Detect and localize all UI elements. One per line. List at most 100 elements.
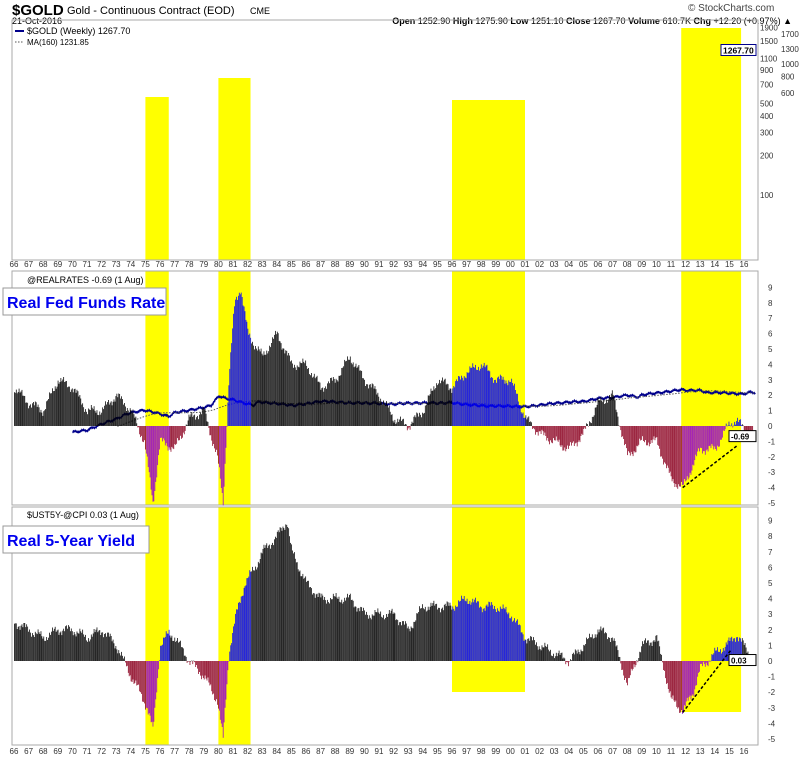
rate-bar — [703, 426, 705, 452]
rate-bar — [431, 605, 433, 661]
x-tick-label: 79 — [199, 260, 208, 269]
rate-bar — [722, 648, 724, 661]
rate-bar — [109, 402, 111, 426]
rate-bar — [19, 392, 21, 426]
rate-bar — [159, 426, 160, 450]
rate-bar — [585, 644, 587, 661]
rate-bar — [444, 378, 446, 426]
rate-bar — [489, 602, 491, 661]
rate-bar — [281, 349, 283, 426]
rate-bar — [641, 646, 643, 661]
rate-bar — [744, 643, 746, 661]
rate-bar — [399, 419, 401, 426]
rate-bar — [71, 631, 73, 661]
rate-bar — [446, 383, 448, 426]
rate-bar — [635, 661, 637, 666]
rate-bar — [187, 420, 189, 426]
rate-bar — [396, 422, 398, 426]
rate-bar — [93, 406, 95, 426]
rate-bar — [694, 426, 696, 461]
rate-bar — [274, 334, 275, 426]
rate-bar — [372, 615, 374, 661]
rate-bar — [36, 406, 38, 426]
x-tick-label: 66 — [10, 260, 19, 269]
rate-bar — [559, 654, 561, 661]
rate-bar — [699, 426, 700, 452]
rate-bar — [304, 577, 306, 661]
rate-bar — [563, 426, 565, 451]
volume-value: 610.7K — [662, 16, 691, 26]
rate-bar — [270, 548, 271, 661]
rate-bar — [588, 426, 589, 427]
rate-bar — [683, 426, 684, 485]
x-tick-label: 91 — [375, 260, 384, 269]
rate-bar — [554, 426, 555, 441]
rate-bar — [301, 363, 303, 426]
rate-bar — [620, 661, 622, 664]
rate-bar — [501, 608, 503, 661]
rate-bar — [376, 612, 378, 661]
rate-bar — [472, 598, 474, 661]
rate-bar — [656, 635, 658, 661]
x-tick-label: 16 — [740, 747, 749, 756]
rate-bar — [660, 653, 662, 661]
rate-bar — [214, 661, 215, 700]
rate-bar — [117, 397, 119, 426]
y-tick-label: 8 — [768, 299, 773, 308]
rate-bar — [177, 426, 178, 439]
rate-bar — [326, 388, 327, 426]
rate-bar — [89, 641, 90, 661]
rate-bar — [510, 382, 512, 426]
rate-bar — [461, 377, 463, 426]
close-value: 1267.70 — [593, 16, 626, 26]
rate-bar — [212, 426, 214, 446]
rate-bar — [503, 608, 505, 661]
rate-bar — [723, 426, 725, 431]
rate-bar — [735, 424, 736, 426]
rate-bar — [86, 640, 87, 661]
rate-bar — [257, 346, 259, 426]
rate-bar — [463, 376, 465, 426]
rate-bar — [335, 378, 337, 426]
rate-bar — [146, 426, 148, 457]
rate-bar — [305, 360, 307, 426]
rate-bar — [174, 426, 176, 445]
rate-bar — [609, 637, 610, 661]
rate-bar — [162, 426, 163, 442]
rate-bar — [323, 391, 325, 426]
rate-bar — [289, 355, 290, 426]
rate-bar — [536, 426, 538, 433]
y-tick-label: 1300 — [781, 45, 799, 54]
rate-bar — [116, 649, 118, 661]
rate-bar — [29, 405, 30, 426]
rate-bar — [465, 601, 467, 661]
rate-bar — [742, 640, 744, 661]
rate-bar — [172, 640, 174, 661]
rate-bar — [272, 337, 273, 426]
rate-bar — [218, 426, 219, 464]
rate-bar — [584, 645, 586, 661]
rate-bar — [184, 426, 186, 431]
rate-bar — [750, 426, 752, 433]
rate-bar — [331, 377, 332, 426]
rate-bar — [229, 368, 231, 426]
annotation-text: Real 5-Year Yield — [7, 533, 135, 550]
rate-bar — [663, 426, 664, 465]
rate-bar — [424, 405, 426, 426]
rate-bar — [349, 359, 350, 426]
rate-bar — [600, 396, 602, 426]
rate-bar — [545, 646, 547, 661]
rate-bar — [79, 628, 81, 661]
rate-bar — [273, 545, 274, 661]
rate-bar — [294, 552, 295, 661]
rate-bar — [383, 400, 384, 426]
x-tick-label: 81 — [229, 260, 238, 269]
rate-bar — [346, 597, 347, 661]
rate-bar — [581, 651, 583, 661]
rate-bar — [168, 426, 170, 448]
rate-bar — [22, 395, 24, 426]
x-tick-label: 89 — [345, 260, 354, 269]
rate-bar — [290, 361, 291, 426]
rate-bar — [541, 645, 543, 661]
rate-bar — [253, 570, 254, 661]
